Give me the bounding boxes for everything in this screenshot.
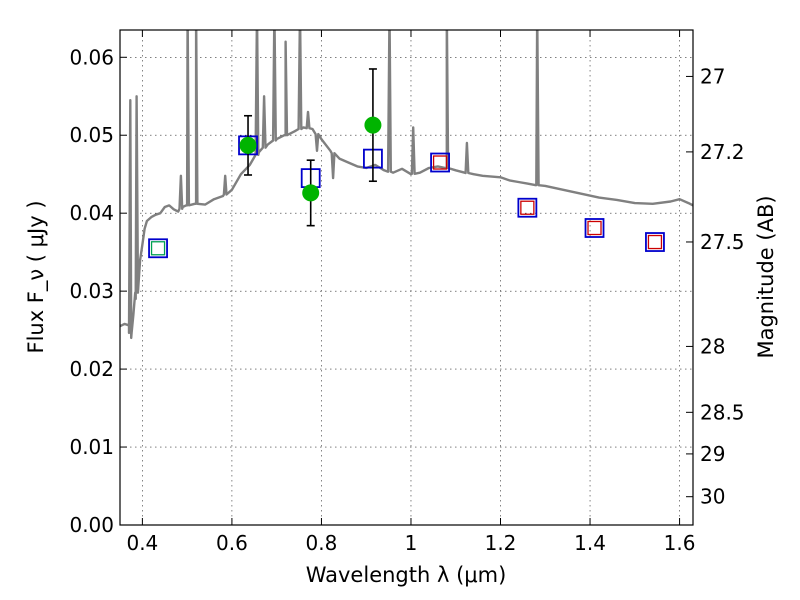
y-tick-label: 0.05	[69, 123, 114, 147]
right-tick-label: 30	[700, 485, 725, 509]
right-tick-label: 27.2	[700, 140, 745, 164]
x-tick-label: 0.6	[216, 531, 248, 555]
right-tick-label: 28	[700, 334, 725, 358]
y-tick-label: 0.00	[69, 513, 114, 537]
y-tick-label: 0.01	[69, 435, 114, 459]
model-photometry-box	[430, 152, 450, 173]
inner-photometry-box	[647, 234, 663, 250]
model-spectrum-line	[120, 30, 693, 340]
grid-lines	[120, 30, 693, 526]
y-axis-right-label: Magnitude (AB)	[754, 195, 778, 358]
x-axis-label: Wavelength λ (μm)	[306, 563, 507, 587]
right-tick-label: 27	[700, 64, 725, 88]
model-photometry-box	[517, 197, 538, 218]
y-axis-label: Flux F_ν ( μJy )	[24, 200, 49, 353]
x-tick-label: 1.4	[574, 531, 606, 555]
inner-photometry-box	[432, 155, 448, 170]
x-tick-label: 1	[405, 531, 418, 555]
y-tick-label: 0.03	[69, 279, 114, 303]
model-photometry-box	[584, 218, 605, 238]
observed-point	[239, 136, 257, 154]
y-tick-label: 0.02	[69, 357, 114, 381]
right-tick-label: 28.5	[700, 400, 745, 424]
x-tick-label: 1.6	[664, 531, 696, 555]
y-tick-label: 0.04	[69, 201, 114, 225]
inner-photometry-box	[587, 220, 602, 236]
y-tick-label: 0.06	[69, 45, 114, 69]
inner-photometry-box	[150, 241, 166, 256]
x-tick-label: 0.4	[126, 531, 158, 555]
inner-photometry-box	[520, 200, 535, 215]
x-tick-label: 0.8	[306, 531, 338, 555]
observed-point	[364, 116, 382, 134]
model-photometry-box	[148, 238, 168, 259]
right-tick-label: 27.5	[700, 230, 745, 254]
right-tick-label: 29	[700, 442, 725, 466]
model-photometry-box	[645, 232, 665, 252]
observed-point	[302, 184, 320, 202]
x-tick-label: 1.2	[485, 531, 517, 555]
plot-area	[120, 30, 693, 340]
axis-ticks: 0.4 0.6 0.8 1 1.2 1.4 1.6 0.00 0.01 0.02 0.03 0.04 0…	[69, 30, 745, 555]
plot-frame	[119, 29, 694, 526]
